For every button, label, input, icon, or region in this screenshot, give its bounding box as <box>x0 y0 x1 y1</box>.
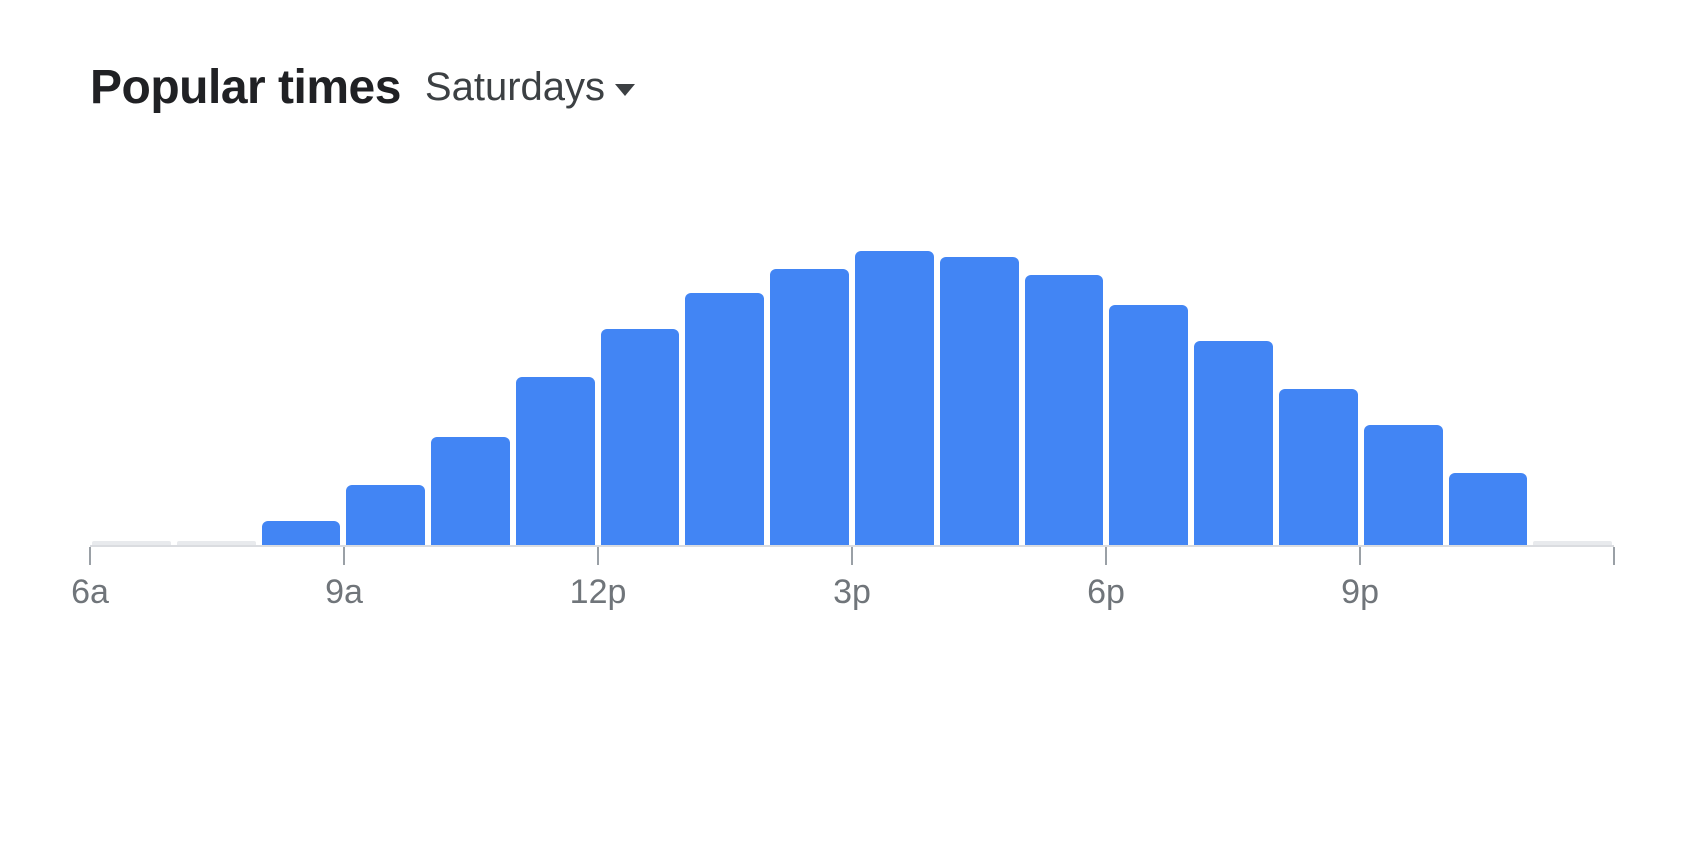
tick-mark <box>1359 547 1361 565</box>
tick-mark <box>597 547 599 565</box>
tick-cell <box>1275 547 1360 567</box>
day-selector[interactable]: Saturdays <box>425 65 635 110</box>
bar-11a[interactable] <box>516 377 595 545</box>
tick-mark <box>851 547 853 565</box>
bar-7p[interactable] <box>1194 341 1273 545</box>
axis-label: 12p <box>570 573 627 612</box>
tick-cell <box>1529 547 1614 567</box>
tick-cell <box>1021 547 1106 567</box>
tick-cell <box>175 547 260 567</box>
tick-mark <box>343 547 345 565</box>
bar-8a[interactable] <box>262 521 341 545</box>
tick-cell <box>429 547 514 567</box>
tick-cell <box>683 547 768 567</box>
tick-cell <box>513 547 598 567</box>
bar-8p[interactable] <box>1279 389 1358 545</box>
chevron-down-icon <box>615 84 635 96</box>
bar-12p[interactable] <box>601 329 680 545</box>
tick-cell: 9a <box>344 547 429 567</box>
tick-cell <box>1445 547 1530 567</box>
bar-10a[interactable] <box>431 437 510 545</box>
tick-cell: 3p <box>852 547 937 567</box>
bar-10p[interactable] <box>1449 473 1528 545</box>
tick-cell: 12p <box>598 547 683 567</box>
tick-mark <box>1105 547 1107 565</box>
tick-cell: 6p <box>1106 547 1191 567</box>
popular-times-widget: Popular times Saturdays 6a 9a 12p 3p 6p 9p <box>0 0 1704 865</box>
popular-times-chart: 6a 9a 12p 3p 6p 9p <box>90 235 1614 567</box>
page-title: Popular times <box>90 60 401 115</box>
day-selector-label: Saturdays <box>425 65 605 110</box>
tick-mark <box>1613 547 1615 565</box>
tick-cell <box>1191 547 1276 567</box>
tick-cell <box>937 547 1022 567</box>
axis-label: 3p <box>833 573 871 612</box>
bar-4p[interactable] <box>940 257 1019 545</box>
axis-label: 9a <box>325 573 363 612</box>
bar-1p[interactable] <box>685 293 764 545</box>
bar-11p[interactable] <box>1533 541 1612 545</box>
tick-mark <box>89 547 91 565</box>
header: Popular times Saturdays <box>90 60 1614 115</box>
bar-6a[interactable] <box>92 541 171 545</box>
bar-6p[interactable] <box>1109 305 1188 545</box>
bar-7a[interactable] <box>177 541 256 545</box>
bar-2p[interactable] <box>770 269 849 545</box>
tick-cell: 9p <box>1360 547 1445 567</box>
axis-label: 6p <box>1087 573 1125 612</box>
axis-label: 6a <box>71 573 109 612</box>
bar-3p[interactable] <box>855 251 934 545</box>
tick-cell <box>767 547 852 567</box>
tick-cell <box>259 547 344 567</box>
bar-9a[interactable] <box>346 485 425 545</box>
axis-label: 9p <box>1341 573 1379 612</box>
bar-9p[interactable] <box>1364 425 1443 545</box>
tick-cell: 6a <box>90 547 175 567</box>
bar-5p[interactable] <box>1025 275 1104 545</box>
